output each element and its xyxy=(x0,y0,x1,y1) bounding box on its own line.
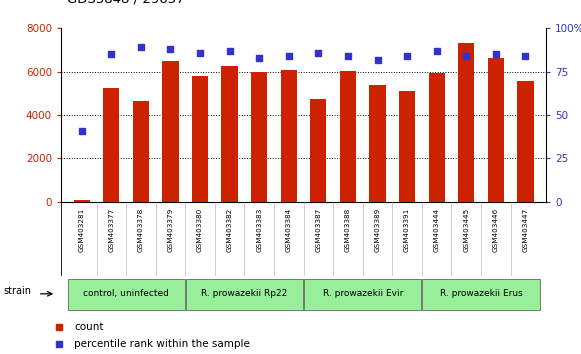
Bar xyxy=(310,99,327,202)
Bar xyxy=(221,66,238,202)
Bar xyxy=(251,72,267,202)
Bar xyxy=(340,70,356,202)
Point xyxy=(166,46,175,52)
Bar xyxy=(192,76,208,202)
FancyBboxPatch shape xyxy=(304,279,421,310)
Bar xyxy=(517,81,533,202)
Text: GSM403389: GSM403389 xyxy=(375,208,381,252)
Bar xyxy=(429,73,445,202)
Point xyxy=(77,128,87,133)
Point xyxy=(136,45,145,50)
Bar xyxy=(281,69,297,202)
Text: GSM403387: GSM403387 xyxy=(315,208,321,252)
Text: GSM403384: GSM403384 xyxy=(286,208,292,252)
Text: GSM403380: GSM403380 xyxy=(197,208,203,252)
FancyBboxPatch shape xyxy=(422,279,540,310)
Text: count: count xyxy=(74,321,104,332)
Text: GSM403447: GSM403447 xyxy=(522,208,529,252)
Point xyxy=(432,48,442,54)
Text: R. prowazekii Rp22: R. prowazekii Rp22 xyxy=(201,289,288,298)
Bar xyxy=(399,91,415,202)
Bar xyxy=(458,44,475,202)
Text: GDS3848 / 29637: GDS3848 / 29637 xyxy=(67,0,184,5)
Point xyxy=(462,53,471,59)
Text: GSM403383: GSM403383 xyxy=(256,208,262,252)
Point xyxy=(284,53,293,59)
Point xyxy=(491,51,500,57)
Text: GSM403388: GSM403388 xyxy=(345,208,351,252)
Point xyxy=(383,114,393,120)
Text: GSM403444: GSM403444 xyxy=(433,208,440,252)
Point xyxy=(373,57,382,62)
Point xyxy=(403,53,412,59)
Text: GSM403377: GSM403377 xyxy=(108,208,114,252)
Bar xyxy=(74,200,90,202)
Text: GSM403446: GSM403446 xyxy=(493,208,499,252)
Point xyxy=(314,50,323,56)
Point xyxy=(254,55,264,61)
Point xyxy=(521,53,530,59)
Point xyxy=(225,48,234,54)
Point xyxy=(107,51,116,57)
Text: percentile rank within the sample: percentile rank within the sample xyxy=(74,339,250,349)
Text: control, uninfected: control, uninfected xyxy=(83,289,169,298)
Text: strain: strain xyxy=(3,286,31,296)
Bar xyxy=(103,88,120,202)
Text: GSM403382: GSM403382 xyxy=(227,208,232,252)
Point xyxy=(343,53,353,59)
Text: GSM403445: GSM403445 xyxy=(463,208,469,252)
Bar xyxy=(487,58,504,202)
FancyBboxPatch shape xyxy=(186,279,303,310)
Text: R. prowazekii Erus: R. prowazekii Erus xyxy=(440,289,522,298)
Point xyxy=(195,50,205,56)
Text: GSM403391: GSM403391 xyxy=(404,208,410,252)
Text: GSM403379: GSM403379 xyxy=(167,208,174,252)
Text: R. prowazekii Evir: R. prowazekii Evir xyxy=(322,289,403,298)
FancyBboxPatch shape xyxy=(67,279,185,310)
Text: GSM403281: GSM403281 xyxy=(78,208,85,252)
Bar xyxy=(370,85,386,202)
Bar xyxy=(132,101,149,202)
Point xyxy=(383,274,393,279)
Bar xyxy=(162,61,178,202)
Text: GSM403378: GSM403378 xyxy=(138,208,144,252)
